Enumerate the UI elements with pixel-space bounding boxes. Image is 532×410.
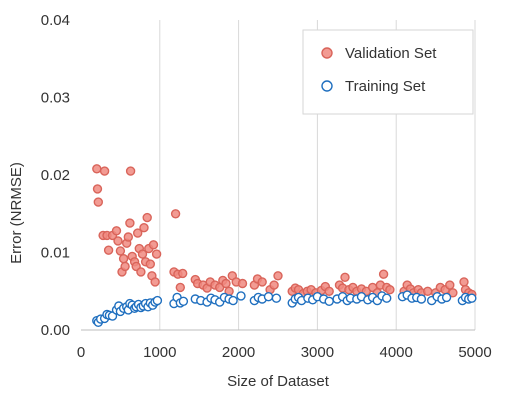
y-tick-labels: 0.00 0.01 0.02 0.03 0.04 (41, 12, 70, 339)
data-point (269, 280, 279, 290)
data-point (93, 197, 104, 207)
data-point (132, 228, 143, 238)
data-point (151, 249, 162, 259)
series-training (92, 290, 477, 327)
x-tick-label: 1000 (143, 344, 176, 361)
y-tick-label: 0.01 (41, 245, 70, 262)
data-point (441, 292, 452, 303)
data-point (445, 280, 455, 290)
data-point (228, 295, 238, 306)
x-tick-label: 3000 (301, 344, 334, 361)
data-point (150, 277, 160, 287)
legend: Validation Set Training Set (302, 29, 474, 115)
data-point (152, 295, 163, 306)
x-tick-label: 2000 (222, 344, 255, 361)
x-axis-title: Size of Dataset (227, 373, 330, 390)
data-point (385, 285, 395, 295)
data-point (178, 296, 189, 306)
data-point (113, 236, 123, 246)
data-point (459, 277, 469, 287)
data-point (118, 254, 129, 264)
data-point (111, 226, 122, 236)
data-point (221, 278, 231, 289)
data-point (103, 245, 114, 255)
y-tick-label: 0.00 (41, 322, 70, 339)
legend-box (302, 29, 474, 115)
data-points (92, 164, 477, 327)
data-point (92, 164, 102, 174)
data-point (382, 293, 392, 303)
data-point (139, 222, 149, 233)
data-point (324, 296, 334, 306)
data-point (92, 184, 103, 194)
data-point (340, 272, 350, 282)
y-tick-label: 0.03 (41, 90, 70, 107)
data-point (263, 292, 274, 302)
data-point (448, 288, 458, 298)
data-point (175, 282, 186, 293)
x-tick-label: 4000 (380, 344, 413, 361)
data-point (170, 209, 181, 219)
x-tick-labels: 0 1000 2000 3000 4000 5000 (77, 344, 492, 361)
data-point (125, 218, 135, 228)
data-point (273, 271, 283, 281)
x-tick-label: 5000 (458, 344, 491, 361)
data-point (236, 291, 246, 301)
y-axis-title: Error (NRMSE) (8, 162, 25, 264)
y-tick-label: 0.02 (41, 167, 70, 184)
data-point (271, 293, 282, 303)
data-point (324, 286, 334, 296)
data-point (125, 166, 136, 176)
data-point (467, 293, 477, 303)
data-point (123, 232, 134, 242)
data-point (148, 240, 159, 250)
data-point (237, 278, 248, 289)
data-point (120, 261, 130, 272)
data-point (136, 267, 146, 277)
legend-label-training: Training Set (345, 78, 426, 95)
legend-marker-training (321, 80, 333, 92)
data-point (423, 286, 433, 296)
legend-label-validation: Validation Set (345, 45, 437, 62)
data-point (99, 166, 110, 176)
data-point (177, 268, 188, 279)
y-tick-label: 0.04 (41, 12, 70, 29)
x-tick-label: 0 (77, 344, 85, 361)
series-validation (92, 164, 477, 300)
data-point (137, 249, 148, 259)
data-point (142, 212, 152, 223)
data-point (257, 277, 267, 287)
data-point (115, 246, 126, 256)
data-point (378, 269, 389, 279)
data-point (145, 259, 156, 269)
legend-marker-validation (321, 47, 333, 59)
data-point (416, 294, 427, 304)
